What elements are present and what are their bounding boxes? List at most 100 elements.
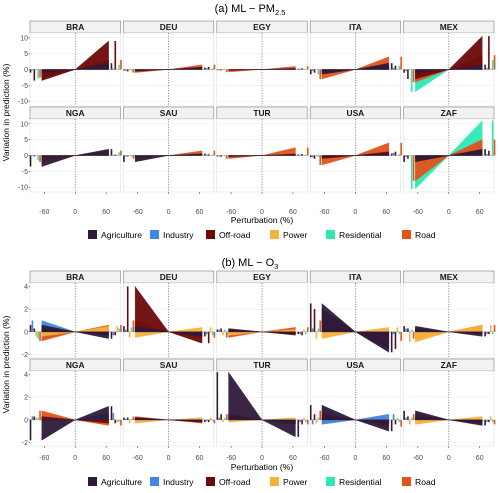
facet-label: DEU [160, 22, 178, 32]
x-tick-label: 60 [196, 209, 204, 216]
area-agriculture [321, 153, 390, 158]
bar-left-industry [405, 417, 407, 420]
bar-right-residential [211, 154, 214, 156]
x-tick-label: -60 [39, 209, 49, 216]
chart-title-subscript: 3 [274, 262, 278, 271]
legend-swatch-power [270, 230, 279, 239]
area-agriculture [415, 64, 483, 73]
area-agriculture [321, 404, 390, 432]
legend-label-residential: Residential [339, 477, 382, 487]
bar-right-road [493, 419, 496, 425]
y-tick-label: 0 [24, 329, 28, 336]
bar-right-power [489, 416, 492, 420]
bar-right-off-road [488, 419, 490, 423]
bar-left-industry [405, 69, 407, 72]
x-tick-label: 60 [382, 209, 390, 216]
bar-left-agriculture [216, 69, 219, 71]
x-tick-label: 60 [102, 209, 110, 216]
panel-zaf: ZAF -60 0 60 [403, 358, 496, 462]
bar-right-agriculture [204, 67, 206, 70]
legend-label-off-road: Off-road [219, 230, 251, 240]
bar-left-road [132, 69, 135, 73]
facet-label: BRA [66, 22, 84, 32]
bar-right-off-road [394, 331, 397, 349]
bar-right-power [209, 69, 212, 70]
chart-pm25: (a) ML − PM2.5 BRA -10 -5 0 5 10 DEU EGY ITA MEX NG… [1, 3, 496, 240]
bar-right-road [213, 150, 216, 156]
bar-right-power [396, 417, 399, 420]
bar-left-power [315, 419, 318, 424]
bar-left-road [319, 155, 322, 166]
bar-left-agriculture [309, 303, 312, 332]
facet-label: USA [347, 360, 365, 370]
bar-left-off-road [220, 328, 222, 332]
area-agriculture [228, 329, 296, 335]
bar-left-industry [311, 328, 314, 332]
bar-left-industry [218, 155, 221, 157]
bar-right-off-road [301, 153, 303, 156]
bar-left-off-road [407, 155, 409, 159]
bar-left-power [222, 331, 224, 336]
bar-right-agriculture [110, 63, 113, 70]
x-tick-label: -60 [413, 209, 423, 216]
facet-label: ITA [349, 272, 362, 282]
x-tick-label: 60 [196, 455, 204, 462]
x-tick-label: 60 [102, 455, 110, 462]
bar-right-power [116, 326, 118, 332]
bar-left-industry [31, 69, 34, 71]
bar-left-residential [410, 155, 413, 189]
x-tick-label: 0 [447, 455, 451, 462]
bar-right-industry [205, 67, 208, 70]
x-tick-label: 0 [73, 455, 77, 462]
x-axis-title: Perturbation (%) [231, 462, 294, 472]
x-tick-label: 0 [73, 209, 77, 216]
legend-swatch-agriculture [88, 230, 97, 239]
facet-label: NGA [66, 360, 85, 370]
y-tick-label: 2 [24, 395, 28, 402]
bar-left-power [35, 155, 38, 156]
legend-label-power: Power [283, 230, 307, 240]
legend-label-off-road: Off-road [219, 477, 251, 487]
bar-right-road [306, 147, 309, 156]
x-tick-label: -60 [319, 209, 329, 216]
bar-left-industry [311, 69, 314, 72]
bar-right-road [213, 64, 216, 70]
bar-left-power [222, 419, 224, 423]
bar-right-agriculture [204, 331, 206, 337]
legend-label-industry: Industry [163, 477, 194, 487]
area-agriculture [228, 371, 296, 438]
bar-right-residential [398, 65, 401, 70]
bar-left-road [39, 331, 41, 341]
x-tick-label: 0 [167, 209, 171, 216]
y-tick-label: -10 [18, 185, 28, 192]
panel-mex: MEX [403, 270, 496, 359]
bar-right-residential [305, 331, 307, 335]
panel-zaf: ZAF -60 0 60 [403, 106, 496, 216]
bar-left-industry [125, 418, 127, 420]
area-agriculture [321, 62, 390, 75]
facet-label: NGA [66, 108, 85, 118]
panel-nga: NGA -2 0 2 4 -60 0 60 [22, 358, 122, 462]
bar-left-industry [405, 155, 407, 158]
bar-right-agriculture [297, 154, 300, 156]
bar-left-off-road [33, 69, 36, 81]
bar-right-industry [299, 154, 301, 156]
bar-right-residential [211, 331, 214, 336]
area-agriculture [228, 154, 296, 157]
x-tick-label: 0 [260, 455, 264, 462]
bar-right-residential [305, 154, 307, 156]
legend-swatch-off-road [206, 477, 215, 486]
x-tick-label: 0 [353, 455, 357, 462]
y-tick-label: 0 [24, 153, 28, 160]
bar-left-agriculture [403, 69, 405, 73]
chart-title: (b) ML − O3 [222, 257, 279, 271]
y-tick-label: -5 [22, 169, 28, 176]
bar-left-road [226, 414, 228, 420]
bar-left-industry [311, 155, 314, 158]
bar-right-industry [205, 419, 208, 421]
bar-right-industry [299, 68, 301, 70]
bar-left-road [412, 331, 415, 339]
bar-left-residential [130, 418, 133, 420]
panel-tur: TUR -60 0 60 [216, 106, 309, 216]
